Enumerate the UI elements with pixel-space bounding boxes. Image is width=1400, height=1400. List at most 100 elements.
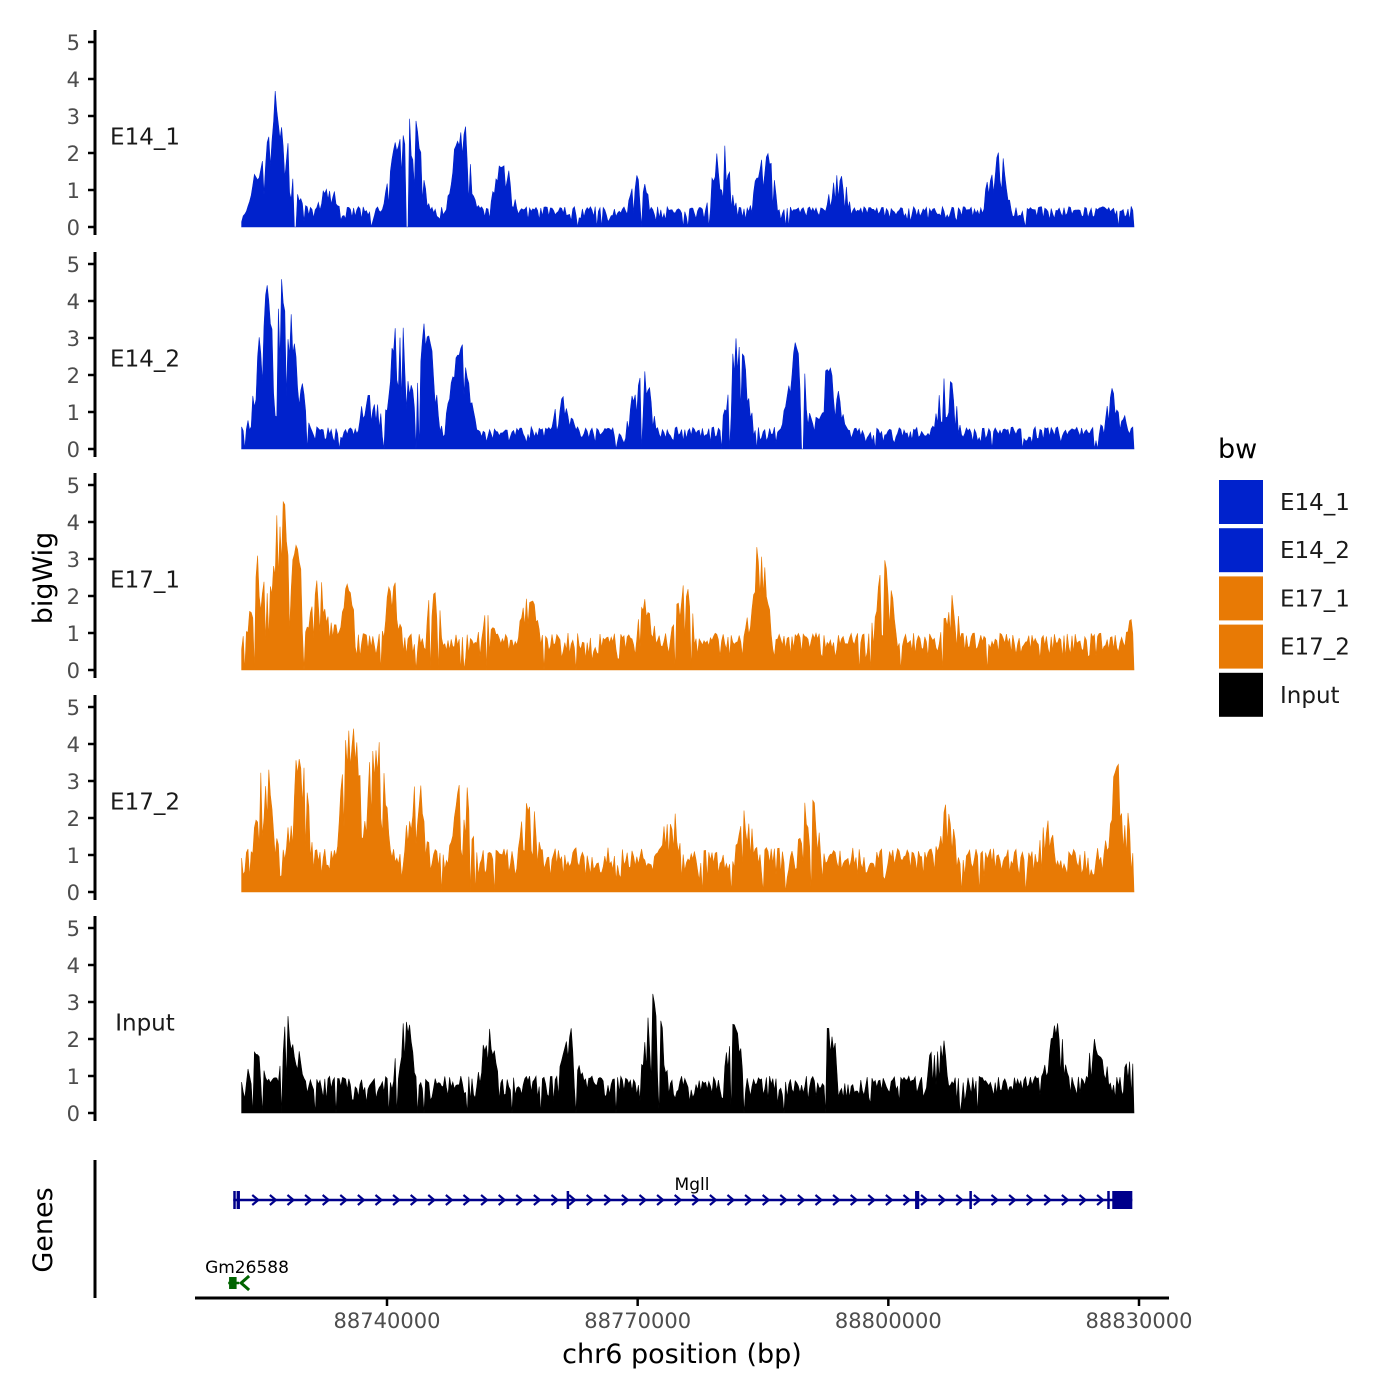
exon bbox=[1112, 1191, 1133, 1209]
legend-label: E14_2 bbox=[1280, 538, 1350, 564]
strand-arrow bbox=[568, 1194, 577, 1206]
strand-arrow bbox=[709, 1194, 718, 1206]
strand-arrow bbox=[1061, 1194, 1070, 1206]
tracks-layer: 0 1 2 3 4 5 E14_1 0 1 2 3 4 5 E14_2 0 1 2 3 4 5 E17_1 0 1 2 3 4 5 E… bbox=[67, 30, 1135, 1126]
legend-item-e17-2: E17_2 bbox=[1219, 624, 1350, 669]
y-tick-label: 5 bbox=[67, 696, 80, 720]
exon bbox=[1107, 1191, 1110, 1209]
gene-label: Mgll bbox=[675, 1175, 710, 1195]
track-e14-1: 0 1 2 3 4 5 E14_1 bbox=[67, 30, 1135, 240]
strand-arrow bbox=[445, 1194, 454, 1206]
y-tick-label: 0 bbox=[67, 216, 80, 240]
y-tick-label: 2 bbox=[67, 585, 80, 609]
strand-arrow bbox=[832, 1194, 841, 1206]
legend-label: E17_1 bbox=[1280, 586, 1350, 612]
strand-arrow bbox=[797, 1194, 806, 1206]
exon bbox=[969, 1191, 972, 1209]
strand-arrow bbox=[1043, 1194, 1052, 1206]
y-tick-label: 2 bbox=[67, 364, 80, 388]
legend-swatch bbox=[1219, 624, 1263, 669]
legend: bw E14_1 E14_2 E17_1 E17_2 Input bbox=[1218, 434, 1350, 717]
y-tick-label: 4 bbox=[67, 954, 80, 978]
y-tick-label: 2 bbox=[67, 142, 80, 166]
y-tick-label: 1 bbox=[67, 401, 80, 425]
strand-arrow bbox=[638, 1194, 648, 1206]
track-e17-1: 0 1 2 3 4 5 E17_1 bbox=[67, 473, 1135, 683]
coverage-area bbox=[241, 500, 1135, 671]
strand-arrow bbox=[656, 1194, 665, 1206]
strand-arrow bbox=[462, 1194, 472, 1206]
track-label: E14_2 bbox=[110, 346, 180, 372]
genes-panel: Mgll Gm26588 bbox=[93, 1160, 1133, 1298]
y-tick-label: 1 bbox=[67, 622, 80, 646]
strand-arrow bbox=[1096, 1194, 1105, 1206]
strand-arrow bbox=[885, 1194, 894, 1206]
y-axis-title: bigWig bbox=[28, 532, 59, 625]
strand-arrow bbox=[726, 1194, 736, 1206]
strand-arrow bbox=[497, 1194, 507, 1206]
track-label: Input bbox=[115, 1010, 175, 1036]
strand-arrow bbox=[603, 1194, 612, 1206]
strand-arrow bbox=[955, 1194, 964, 1206]
strand-arrow bbox=[973, 1194, 982, 1206]
coverage-area bbox=[241, 993, 1135, 1114]
strand-arrow bbox=[409, 1194, 419, 1206]
y-tick-label: 3 bbox=[67, 105, 80, 129]
track-label: E14_1 bbox=[110, 124, 180, 150]
x-tick-label: 88770000 bbox=[584, 1309, 691, 1333]
strand-arrow bbox=[1008, 1194, 1017, 1206]
track-input: 0 1 2 3 4 5 Input bbox=[67, 916, 1135, 1126]
legend-item-input: Input bbox=[1219, 672, 1340, 717]
coverage-area bbox=[241, 90, 1135, 228]
legend-swatch bbox=[1219, 672, 1263, 717]
exon bbox=[229, 1277, 237, 1289]
y-tick-label: 1 bbox=[67, 179, 80, 203]
strand-arrow bbox=[480, 1194, 489, 1206]
y-tick-label: 4 bbox=[67, 290, 80, 314]
track-e17-2: 0 1 2 3 4 5 E17_2 bbox=[67, 695, 1135, 905]
exon bbox=[233, 1191, 236, 1209]
legend-swatch bbox=[1219, 576, 1263, 621]
y-tick-label: 5 bbox=[67, 474, 80, 498]
y-tick-label: 5 bbox=[67, 253, 80, 277]
strand-arrow bbox=[849, 1194, 859, 1206]
y-tick-label: 3 bbox=[67, 991, 80, 1015]
legend-item-e17-1: E17_1 bbox=[1219, 576, 1350, 621]
strand-arrow bbox=[761, 1194, 771, 1206]
strand-arrow bbox=[779, 1194, 788, 1206]
strand-arrow bbox=[937, 1194, 947, 1206]
y-tick-label: 2 bbox=[67, 807, 80, 831]
y-tick-label: 0 bbox=[67, 1102, 80, 1126]
strand-arrow bbox=[1078, 1194, 1088, 1206]
legend-item-e14-2: E14_2 bbox=[1219, 528, 1350, 573]
y-tick-label: 5 bbox=[67, 31, 80, 55]
strand-arrow bbox=[339, 1194, 348, 1206]
strand-arrow bbox=[673, 1194, 683, 1206]
legend-item-e14-1: E14_1 bbox=[1219, 480, 1350, 524]
x-tick-label: 88740000 bbox=[334, 1309, 441, 1333]
coverage-area bbox=[241, 279, 1135, 450]
gene-gm26588: Gm26588 bbox=[205, 1258, 289, 1292]
legend-swatch bbox=[1219, 528, 1263, 573]
y-tick-label: 1 bbox=[67, 844, 80, 868]
strand-arrow bbox=[1025, 1194, 1035, 1206]
strand-arrow bbox=[238, 1274, 251, 1292]
strand-arrow bbox=[515, 1194, 524, 1206]
y-tick-label: 4 bbox=[67, 511, 80, 535]
legend-swatch bbox=[1219, 480, 1263, 524]
strand-arrow bbox=[304, 1194, 313, 1206]
legend-label: E17_2 bbox=[1280, 635, 1350, 661]
y-tick-label: 3 bbox=[67, 548, 80, 572]
y-tick-label: 1 bbox=[67, 1065, 80, 1089]
legend-label: Input bbox=[1280, 683, 1340, 709]
strand-arrow bbox=[920, 1194, 929, 1206]
x-axis: 88740000 88770000 88800000 88830000 bbox=[195, 1296, 1192, 1333]
strand-arrow bbox=[867, 1194, 876, 1206]
strand-arrow bbox=[374, 1194, 384, 1206]
track-label: E17_2 bbox=[110, 789, 180, 815]
track-label: E17_1 bbox=[110, 567, 180, 593]
coverage-area bbox=[241, 728, 1135, 893]
strand-arrow bbox=[550, 1194, 560, 1206]
strand-arrow bbox=[286, 1194, 296, 1206]
